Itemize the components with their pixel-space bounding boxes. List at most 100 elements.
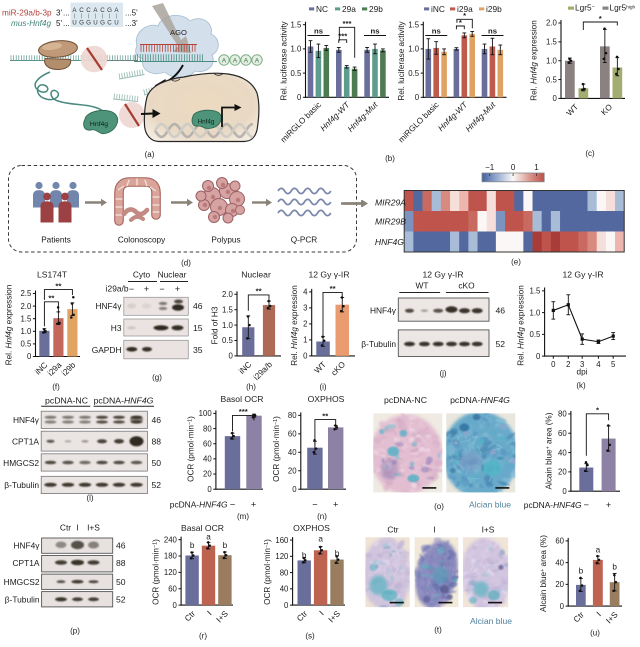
svg-text:52: 52 [496,339,506,349]
svg-text:52: 52 [116,595,126,605]
svg-text:...5': ...5' [125,9,138,18]
svg-text:46: 46 [496,306,506,316]
svg-text:HMGCS2: HMGCS2 [3,458,39,468]
svg-text:Ctr: Ctr [387,525,398,535]
svg-text:(f): (f) [52,383,60,392]
svg-text:29a: 29a [342,4,356,14]
svg-text:C: C [107,20,112,27]
svg-text:5': 5' [56,19,62,28]
svg-text:Rel. Hnf4g expression: Rel. Hnf4g expression [290,285,299,366]
svg-text:U: U [93,20,97,27]
svg-text:Colonoscopy: Colonoscopy [118,236,166,245]
svg-text:(c): (c) [585,149,595,158]
svg-text:I: I [76,523,78,533]
svg-text:46: 46 [116,541,126,551]
svg-text:0: 0 [292,485,297,494]
svg-text:β-Tubulin: β-Tubulin [4,480,39,490]
svg-text:12 Gy γ-IR: 12 Gy γ-IR [422,270,463,280]
svg-text:2.5: 2.5 [20,289,32,298]
svg-text:Nuclear: Nuclear [241,270,271,280]
svg-text:(a): (a) [145,150,155,159]
svg-text:(h): (h) [246,383,256,392]
svg-text:Alcain blue+ area (%): Alcain blue+ area (%) [539,535,548,612]
svg-text:β-Tubulin: β-Tubulin [5,595,40,605]
svg-text:2.0: 2.0 [20,302,32,311]
svg-text:(o): (o) [434,502,444,511]
svg-text:46: 46 [152,415,162,425]
svg-text:1.5: 1.5 [530,287,542,296]
svg-text:iNC: iNC [431,4,445,14]
svg-text:b: b [335,549,340,558]
svg-text:b: b [223,541,228,550]
svg-text:240: 240 [164,535,178,544]
svg-text:1.5: 1.5 [408,20,420,29]
svg-text:LS174T: LS174T [37,270,68,280]
svg-text:HNF4γ: HNF4γ [13,415,40,425]
svg-text:G: G [100,20,105,27]
svg-text:HNF4γ: HNF4γ [95,301,122,311]
svg-text:−: − [312,500,317,510]
svg-text:A: A [233,58,238,65]
svg-text:A: A [222,58,227,65]
svg-text:0.5: 0.5 [222,336,234,345]
svg-text:60: 60 [558,429,567,438]
svg-text:60: 60 [288,430,297,439]
svg-text:Rel. luciferase activity: Rel. luciferase activity [397,21,406,101]
svg-text:pcDNA-NC: pcDNA-NC [45,396,88,406]
svg-text:Cyto: Cyto [133,270,151,280]
svg-text:pcDNA-HNF4G: pcDNA-HNF4G [94,396,154,406]
svg-text:(l): (l) [86,494,93,503]
svg-text:88: 88 [152,437,162,447]
svg-text:1: 1 [534,163,539,172]
svg-text:88: 88 [116,558,126,568]
svg-text:(i): (i) [319,383,326,392]
svg-text:0.5: 0.5 [530,330,542,339]
svg-text:pcDNA-HNF4G: pcDNA-HNF4G [170,500,228,510]
svg-text:β-Tubulin: β-Tubulin [361,339,396,349]
svg-text:OCR (pmol·min−1): OCR (pmol·min−1) [272,416,281,482]
svg-text:GAPDH: GAPDH [92,345,122,355]
svg-text:***: *** [239,407,248,416]
svg-text:H3: H3 [111,323,122,333]
svg-text:100: 100 [199,409,213,418]
svg-text:1.0: 1.0 [290,45,302,54]
svg-text:+: + [144,284,149,294]
svg-text:1.0: 1.0 [546,56,558,65]
svg-text:2: 2 [303,320,307,329]
svg-text:CPT1A: CPT1A [13,558,40,568]
svg-text:Hnf4g: Hnf4g [198,119,215,126]
svg-text:ns: ns [371,27,380,36]
svg-text:Basal OCR: Basal OCR [181,523,224,533]
svg-text:2.0: 2.0 [546,19,558,28]
svg-text:I: I [433,525,435,535]
svg-text:*: * [463,11,466,20]
svg-text:40: 40 [280,585,289,594]
svg-text:Ctr: Ctr [60,523,71,533]
svg-text:1.5: 1.5 [20,314,32,323]
svg-text:Q-PCR: Q-PCR [291,236,317,245]
svg-text:+: + [175,284,180,294]
svg-text:AGO: AGO [170,28,187,37]
svg-text:OXPHOS: OXPHOS [308,394,345,404]
svg-text:Alcain blue+ area (%): Alcain blue+ area (%) [545,412,554,489]
svg-text:I+S: I+S [482,525,495,535]
svg-text:miR-29a/b-3p: miR-29a/b-3p [2,9,52,18]
svg-text:CPT1A: CPT1A [12,437,39,447]
svg-text:Rel. Hnf4g expression: Rel. Hnf4g expression [5,284,14,365]
svg-text:4: 4 [596,360,601,369]
svg-text:35: 35 [193,345,203,355]
svg-text:MIR29A: MIR29A [375,198,406,208]
svg-text:Rel. luciferase activity: Rel. luciferase activity [279,21,288,101]
svg-text:WT: WT [415,281,428,291]
svg-text:(m): (m) [237,512,249,521]
svg-text:0: 0 [552,94,557,103]
svg-text:(p): (p) [70,627,80,636]
svg-text:Alcian blue: Alcian blue [470,616,512,626]
svg-text:0: 0 [415,93,420,102]
svg-text:Polypus: Polypus [211,236,240,245]
svg-text:cKO: cKO [458,281,475,291]
svg-text:1.0: 1.0 [20,327,32,336]
svg-text:Rel. Hnf4g expression: Rel. Hnf4g expression [517,285,526,366]
svg-text:0.5: 0.5 [546,75,558,84]
svg-text:46: 46 [193,301,203,311]
